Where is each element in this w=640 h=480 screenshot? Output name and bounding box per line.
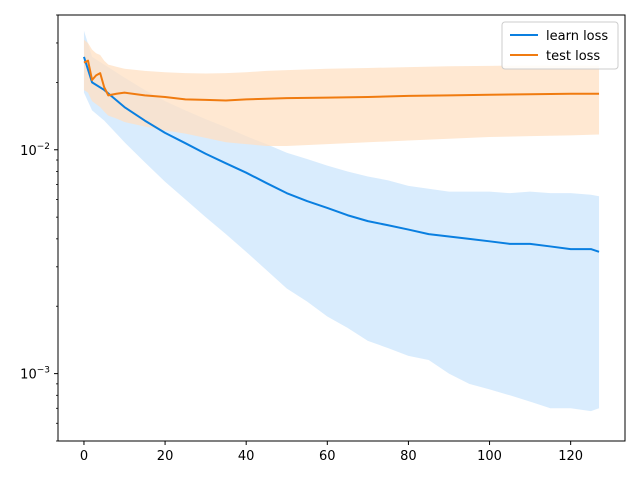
x-tick-label: 60 — [319, 449, 336, 464]
test-loss-band — [83, 39, 600, 146]
x-tick-label: 0 — [80, 449, 88, 464]
legend-label-test-loss: test loss — [546, 49, 600, 64]
x-tick-label: 20 — [157, 449, 174, 464]
y-axis-ticks: 10−3 10−2 — [20, 14, 58, 442]
x-tick-label: 100 — [477, 449, 502, 464]
y-tick-label: 10−2 — [20, 142, 50, 159]
learn-loss-line — [83, 56, 600, 253]
y-tick-label: 10−3 — [20, 366, 50, 383]
plot-frame — [57, 14, 626, 442]
legend: learn loss test loss — [501, 21, 619, 70]
legend-box — [501, 21, 619, 70]
x-axis-ticks: 0 20 40 60 80 100 120 — [80, 441, 583, 464]
test-loss-line — [83, 59, 600, 102]
confidence-bands — [83, 30, 600, 412]
x-tick-label: 80 — [400, 449, 417, 464]
series-lines — [83, 56, 600, 253]
x-tick-label: 120 — [558, 449, 583, 464]
x-tick-label: 40 — [238, 449, 255, 464]
legend-label-learn-loss: learn loss — [546, 29, 608, 44]
